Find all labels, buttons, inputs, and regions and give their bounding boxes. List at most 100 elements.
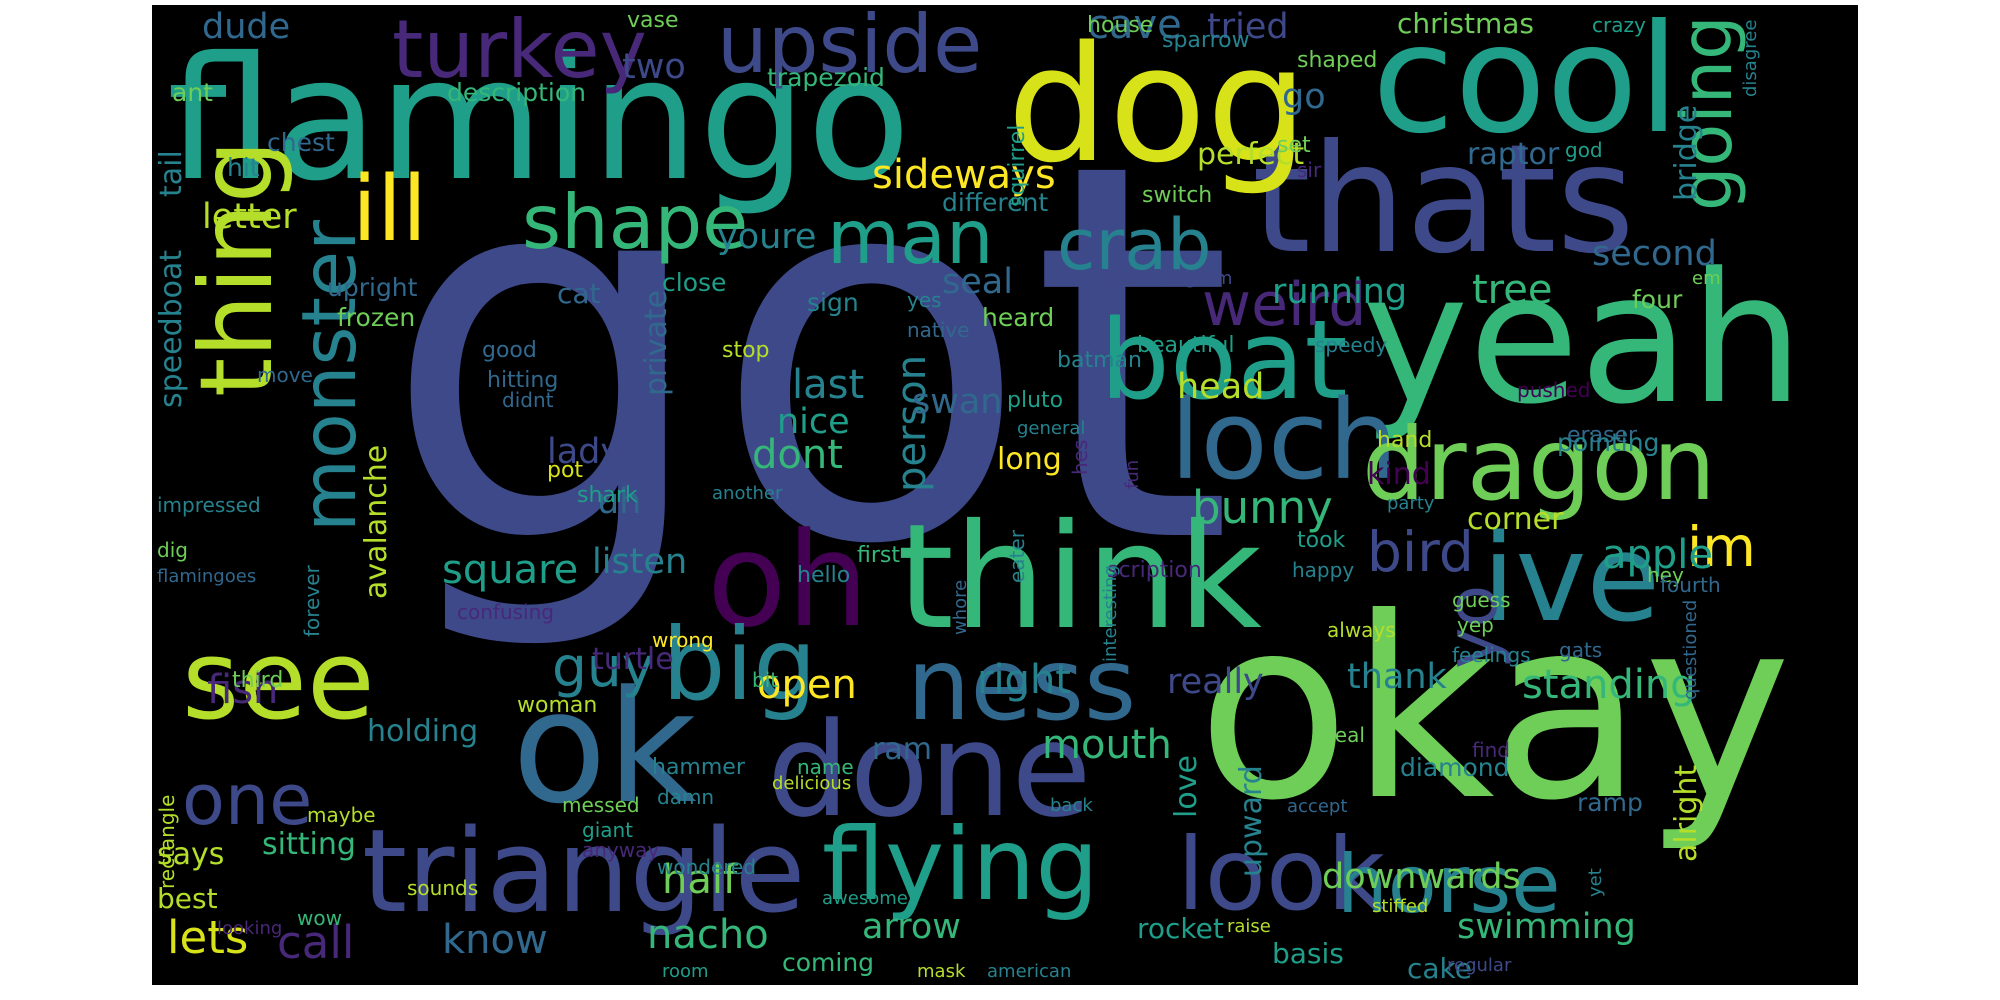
word-speedboat: speedboat bbox=[154, 249, 189, 408]
word-call: call bbox=[277, 916, 355, 969]
word-cool: cool bbox=[1372, 5, 1680, 167]
word-damn: damn bbox=[657, 785, 715, 809]
word-room: room bbox=[662, 961, 709, 982]
word-last: last bbox=[792, 362, 865, 408]
word-done: done bbox=[767, 694, 1092, 846]
word-tried: tried bbox=[1207, 7, 1289, 47]
word-mouth: mouth bbox=[1042, 722, 1172, 768]
word-second: second bbox=[1592, 234, 1717, 274]
word-dude: dude bbox=[202, 7, 291, 47]
word-real: real bbox=[1327, 723, 1365, 747]
word-dog: dog bbox=[1007, 11, 1309, 198]
word-downwards: downwards bbox=[1322, 857, 1521, 897]
word-yes: yes bbox=[907, 288, 942, 312]
word-upward: upward bbox=[1234, 765, 1269, 877]
word-yep: yep bbox=[1457, 613, 1494, 637]
word-lets: lets bbox=[167, 911, 249, 964]
word-messed: messed bbox=[562, 793, 640, 817]
word-crazy: crazy bbox=[1592, 13, 1646, 37]
word-apple: apple bbox=[1602, 532, 1714, 578]
word-turtle: turtle bbox=[592, 642, 674, 677]
word-impressed: impressed bbox=[157, 493, 261, 517]
word-coming: coming bbox=[782, 948, 875, 977]
word-upside: upside bbox=[717, 5, 983, 91]
word-head: head bbox=[1177, 367, 1265, 407]
word-hit: hit bbox=[227, 153, 260, 182]
word-vase: vase bbox=[627, 8, 679, 33]
word-frozen: frozen bbox=[337, 303, 416, 332]
word-trapezoid: trapezoid bbox=[767, 63, 885, 92]
word-rectangle: rectangle bbox=[155, 794, 179, 889]
word-confusing: confusing bbox=[457, 600, 554, 624]
word-stiffed: stiffed bbox=[1372, 896, 1429, 917]
word-one: one bbox=[182, 759, 313, 841]
word-heard: heard bbox=[982, 303, 1055, 332]
word-tail: tail bbox=[154, 150, 189, 197]
word-christmas: christmas bbox=[1397, 7, 1535, 40]
word-chest: chest bbox=[267, 128, 335, 157]
word-eraser: eraser bbox=[1567, 423, 1638, 448]
word-upright: upright bbox=[327, 273, 418, 302]
word-didnt: didnt bbox=[502, 388, 554, 412]
word-turkey: turkey bbox=[392, 5, 647, 96]
word-dig: dig bbox=[157, 538, 188, 562]
word-speedy: speedy bbox=[1315, 333, 1388, 357]
word-kind: kind bbox=[1367, 457, 1431, 492]
word-first: first bbox=[857, 543, 900, 568]
word-open: open bbox=[757, 662, 857, 708]
word-oh: oh bbox=[707, 504, 869, 656]
word-interesting: interesting bbox=[1100, 565, 1121, 662]
word-im: im bbox=[1687, 515, 1756, 579]
word-youre: youre bbox=[717, 217, 817, 257]
word-always: always bbox=[1327, 618, 1396, 642]
word-alright: alright bbox=[1669, 764, 1704, 862]
word-disagree: disagree bbox=[1740, 19, 1761, 97]
word-cat: cat bbox=[557, 277, 601, 310]
word-stop: stop bbox=[722, 338, 770, 363]
word-holding: holding bbox=[367, 714, 479, 749]
word-wrong: wrong bbox=[652, 628, 714, 652]
word-swimming: swimming bbox=[1457, 907, 1636, 947]
word-boat: boat bbox=[1100, 296, 1348, 424]
word-weird: weird bbox=[1202, 270, 1367, 340]
word-thank: thank bbox=[1347, 657, 1447, 697]
word-good: good bbox=[482, 338, 537, 363]
word-maybe: maybe bbox=[307, 803, 376, 827]
word-hitting: hitting bbox=[487, 368, 559, 393]
word-happy: happy bbox=[1292, 558, 1355, 582]
word-nice: nice bbox=[777, 402, 850, 442]
word-swan: swan bbox=[912, 382, 1003, 422]
word-american: american bbox=[987, 961, 1072, 982]
word-regular: regular bbox=[1447, 955, 1512, 976]
word-shape: shape bbox=[522, 178, 749, 266]
word-think: think bbox=[897, 493, 1262, 662]
word-anyway: anyway bbox=[582, 838, 660, 862]
word-private: private bbox=[639, 289, 674, 396]
word-awesome: awesome bbox=[822, 888, 908, 909]
word-woman: woman bbox=[517, 693, 598, 718]
word-dragon: dragon bbox=[1362, 406, 1716, 523]
word-god: god bbox=[1565, 138, 1603, 162]
word-seal: seal bbox=[942, 262, 1013, 302]
word-ness: ness bbox=[907, 626, 1137, 743]
word-uh: uh bbox=[597, 482, 642, 522]
word-person: person bbox=[889, 354, 935, 492]
word-questioned: questioned bbox=[1680, 599, 1701, 700]
word-ok: ok bbox=[512, 657, 697, 838]
word-go: go bbox=[1282, 77, 1326, 117]
word-horse: horse bbox=[1337, 838, 1561, 931]
word-corner: corner bbox=[1467, 502, 1564, 537]
word-delicious: delicious bbox=[772, 773, 852, 794]
word-ramp: ramp bbox=[1577, 788, 1643, 817]
word-lady: lady bbox=[547, 432, 622, 472]
word-okay: okay bbox=[1197, 564, 1792, 855]
word-hey: hey bbox=[1647, 563, 1684, 587]
word-em: em bbox=[1692, 268, 1721, 289]
word-sign: sign bbox=[807, 288, 859, 317]
word-thats: thats bbox=[1252, 113, 1635, 287]
word-sounds: sounds bbox=[407, 876, 479, 900]
word-house: house bbox=[1087, 13, 1154, 38]
word-right: right bbox=[977, 657, 1071, 703]
word-two: two bbox=[622, 47, 686, 87]
word-bridge: bridge bbox=[1669, 104, 1704, 201]
